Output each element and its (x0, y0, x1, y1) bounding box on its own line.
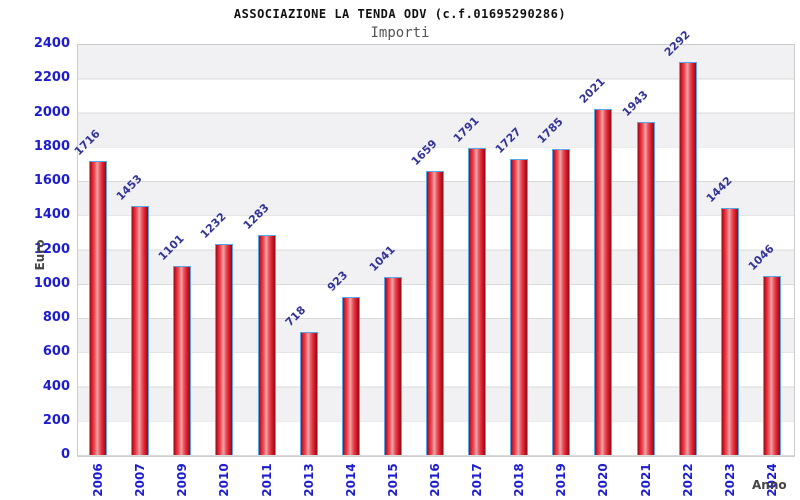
chart-subtitle: Importi (370, 25, 430, 41)
bar-2016 (426, 170, 444, 455)
bar-2023 (720, 208, 739, 455)
y-tick-label: 200 (42, 412, 70, 428)
bar-2010 (215, 244, 234, 455)
bar-2009 (173, 266, 192, 455)
x-tick-label: 2019 (554, 463, 569, 497)
bar-2013 (299, 332, 318, 455)
bar-2006 (89, 161, 108, 455)
y-tick-label: 600 (42, 344, 70, 360)
x-tick-label: 2007 (133, 463, 148, 497)
bar-2014 (341, 296, 360, 455)
y-tick-label: 400 (42, 378, 70, 394)
y-tick-label: 1800 (33, 138, 70, 154)
x-tick-label: 2021 (638, 463, 653, 497)
bar-2022 (678, 62, 697, 455)
x-tick-label: 2015 (385, 463, 400, 497)
y-tick-label: 2400 (33, 36, 70, 51)
bar-2021 (636, 122, 655, 455)
bar-2017 (468, 148, 487, 455)
x-tick-label: 2011 (259, 463, 274, 497)
x-tick-label: 2018 (512, 463, 527, 497)
y-tick-label: 0 (60, 447, 70, 462)
y-tick-label: 1000 (33, 275, 70, 291)
x-tick-label: 2006 (91, 463, 106, 497)
x-tick-label: 2013 (301, 463, 316, 497)
x-axis-title: Anno (752, 478, 787, 492)
y-tick-label: 2200 (33, 70, 70, 86)
x-tick-label: 2017 (470, 463, 485, 497)
bar-2007 (131, 206, 150, 455)
y-tick-label: 1200 (33, 241, 70, 257)
bar-2019 (552, 149, 571, 455)
x-tick-label: 2010 (217, 463, 232, 497)
bar-2024 (762, 275, 781, 455)
y-tick-label: 800 (42, 310, 70, 325)
x-tick-label: 2009 (175, 463, 190, 497)
bar-2020 (594, 108, 613, 455)
bar-2018 (510, 159, 529, 455)
y-axis-title: Euro (33, 239, 47, 271)
x-tick-label: 2016 (428, 463, 442, 497)
y-tick-label: 1400 (33, 207, 70, 223)
y-tick-label: 2000 (33, 104, 70, 120)
x-tick-label: 2023 (722, 463, 737, 497)
y-tick-label: 1600 (33, 173, 70, 188)
x-tick-label: 2022 (680, 463, 695, 497)
bar-2011 (257, 235, 276, 455)
x-tick-label: 2020 (596, 463, 611, 497)
bar-2015 (383, 276, 402, 455)
x-tick-label: 2014 (343, 463, 358, 497)
chart-title: ASSOCIAZIONE LA TENDA ODV (c.f.016952902… (233, 7, 567, 21)
